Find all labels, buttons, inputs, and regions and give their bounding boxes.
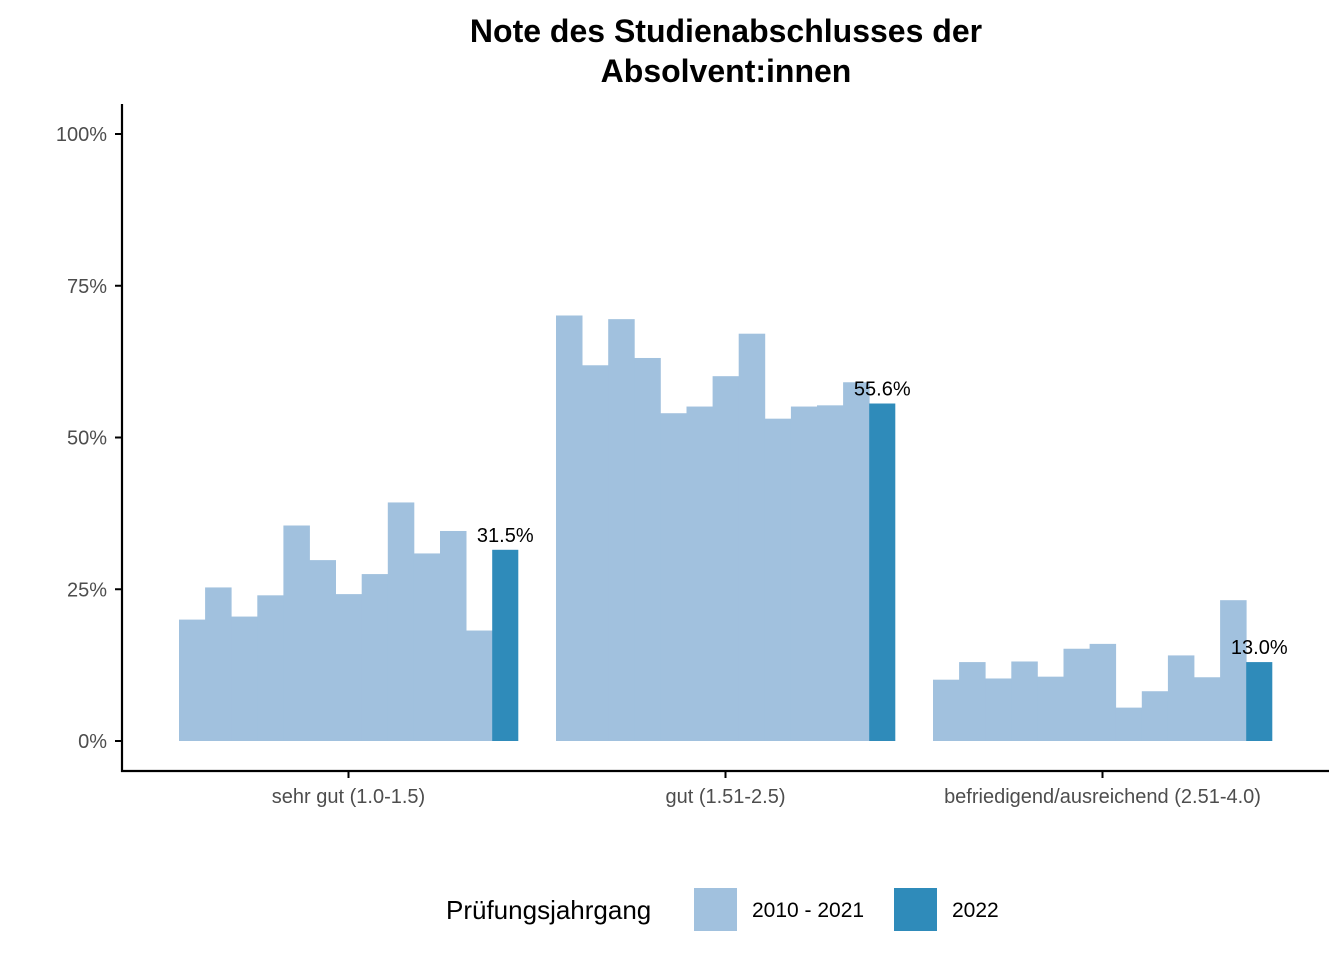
bar-2010-2021 [712,376,740,741]
bar-2010-2021 [634,357,661,741]
bar-2010-2021 [738,333,766,741]
bar-2010-2021 [1011,661,1038,741]
x-tick-label: befriedigend/ausreichend (2.51-4.0) [944,786,1261,808]
bar-2022 [492,549,519,741]
bar-2010-2021 [335,594,363,741]
bar-2010-2021 [179,619,206,741]
bar-2010-2021 [933,679,960,741]
x-tick-label: gut (1.51-2.5) [665,786,785,808]
chart-title-line-1: Note des Studienabschlusses der [470,13,982,49]
bar-2010-2021 [1115,707,1143,741]
data-label-2022: 13.0% [1231,637,1288,659]
bar-2010-2021 [582,365,609,741]
bar-2010-2021 [440,530,467,741]
bar-2010-2021 [686,406,713,741]
bar-2010-2021 [309,560,336,741]
bar-2010-2021 [1220,600,1247,741]
bar-2010-2021 [205,587,232,741]
bar-2010-2021 [764,418,792,741]
bar-2010-2021 [843,382,870,741]
legend-label-2022: 2022 [952,899,999,922]
legend-swatch-2022 [894,888,937,931]
bar-2010-2021 [1089,643,1117,741]
y-tick-label: 0% [78,731,107,753]
bar-2010-2021 [1167,655,1195,741]
bar-2010-2021 [387,502,415,741]
legend-title: Prüfungsjahrgang [446,895,651,925]
data-labels-layer: 31.5% 55.6% 13.0% [477,379,1288,660]
y-tick-label: 50% [67,428,107,450]
bar-2010-2021 [361,574,389,741]
bar-2010-2021 [790,406,818,741]
legend-label-2010-2021: 2010 - 2021 [752,899,864,922]
x-axis: sehr gut (1.0-1.5) gut (1.51-2.5) befriedi… [121,769,1329,808]
bar-2010-2021 [1037,676,1064,741]
bar-2022 [1246,662,1273,741]
legend-swatch-2010-2021 [694,888,737,931]
data-label-2022: 31.5% [477,525,534,547]
y-tick-label: 75% [67,276,107,298]
bar-2010-2021 [817,405,844,741]
x-ticks: sehr gut (1.0-1.5) gut (1.51-2.5) befriedi… [272,771,1261,808]
bar-2010-2021 [231,616,258,741]
bar-2010-2021 [1141,691,1169,741]
bar-2010-2021 [959,662,986,741]
legend: Prüfungsjahrgang 2010 - 2021 2022 [446,888,999,931]
bar-2010-2021 [660,413,687,741]
chart-title-line-2: Absolvent:innen [601,53,852,89]
bar-2022 [869,403,896,741]
y-tick-label: 100% [56,124,107,146]
bar-2010-2021 [413,553,441,741]
bar-2010-2021 [608,319,635,741]
bar-2010-2021 [556,315,583,741]
bars-layer [179,315,1273,741]
data-label-2022: 55.6% [854,379,911,401]
x-tick-label: sehr gut (1.0-1.5) [272,786,425,808]
chart-title: Note des Studienabschlusses der Absolven… [470,13,982,89]
y-tick-label: 25% [67,579,107,601]
bar-2010-2021 [1063,648,1090,741]
bar-2010-2021 [466,630,493,741]
bar-2010-2021 [257,595,284,741]
bar-2010-2021 [283,525,310,741]
bar-2010-2021 [985,678,1012,741]
y-axis: 0% 25% 50% 75% 100% [56,104,124,772]
bar-2010-2021 [1194,677,1221,741]
y-ticks: 0% 25% 50% 75% 100% [56,124,122,753]
